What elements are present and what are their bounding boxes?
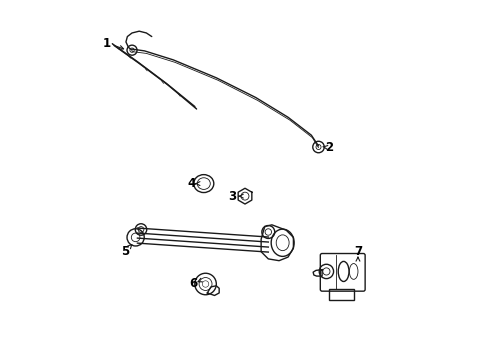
Text: 2: 2	[325, 141, 333, 154]
Text: 4: 4	[187, 177, 196, 190]
Text: 6: 6	[189, 278, 197, 291]
Text: 7: 7	[354, 245, 362, 258]
Text: 3: 3	[228, 190, 237, 203]
Text: 1: 1	[103, 36, 111, 50]
Text: 5: 5	[121, 245, 129, 258]
